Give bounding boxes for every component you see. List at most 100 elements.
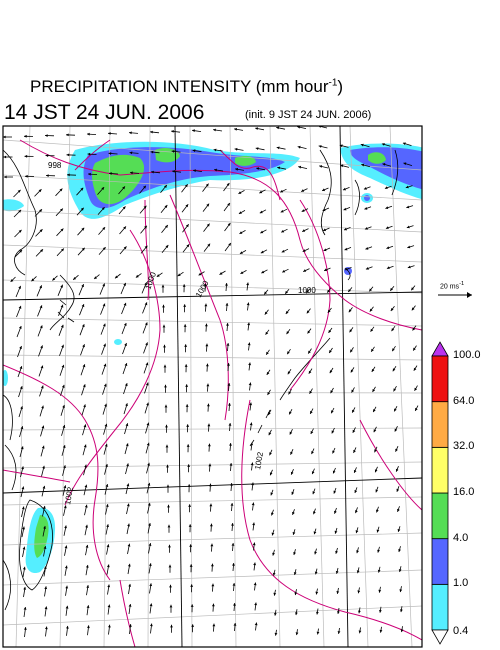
wind-vector-head	[251, 502, 255, 506]
wind-vector-head	[164, 404, 168, 408]
wind-vector-head	[407, 265, 411, 269]
wind-vector-head	[18, 209, 22, 213]
wind-vector-head	[61, 248, 64, 252]
wind-vector-head	[124, 363, 128, 366]
wind-vector-head	[127, 543, 131, 547]
wind-vector-head	[64, 525, 67, 529]
wind-vector-head	[212, 623, 216, 627]
wind-vector-head	[88, 172, 91, 176]
wind-vector-head	[23, 607, 27, 610]
wind-vector-head	[185, 384, 189, 387]
wind-vector-head	[62, 405, 65, 408]
wind-vector-head	[146, 402, 149, 406]
wind-vector-head	[302, 249, 306, 252]
wind-vector-head	[190, 604, 194, 607]
wind-vector-head	[106, 544, 110, 548]
wind-vector-head	[406, 225, 410, 229]
wind-vector-head	[318, 145, 322, 148]
rain-area-green-3	[235, 155, 256, 166]
wind-vector-head	[384, 186, 388, 189]
wind-vector-head	[209, 523, 213, 527]
wind-vector-head	[169, 604, 173, 608]
wind-vector-head	[148, 543, 152, 546]
coastlines	[3, 149, 399, 611]
wind-vector-head	[127, 563, 131, 567]
wind-vector-head	[322, 208, 326, 212]
wind-vector-head	[84, 464, 87, 468]
wind-vector-head	[267, 392, 271, 395]
wind-vector-head	[24, 627, 27, 630]
wind-vector-head	[24, 134, 27, 138]
wind-vector-head	[127, 523, 130, 527]
wind-vector-head	[44, 606, 48, 610]
wind-vector-head	[189, 564, 193, 567]
wind-vector-head	[198, 272, 202, 276]
wind-vector-head	[60, 228, 64, 232]
wind-vector-head	[386, 246, 390, 249]
wind-vector-head	[207, 443, 211, 447]
wind-vector-head	[327, 289, 330, 293]
wind-vector-head	[40, 345, 43, 349]
wind-vector-head	[360, 143, 364, 147]
wind-vector-head	[184, 184, 188, 188]
wind-vector-head	[86, 585, 90, 588]
wind-vector-head	[266, 371, 270, 375]
wind-vector-head	[148, 523, 151, 526]
colorbar-segment	[431, 446, 449, 494]
wind-vector-head	[21, 506, 25, 510]
wind-vector-head	[126, 503, 130, 507]
colorbar-segment	[431, 492, 449, 540]
wind-vector-head	[63, 485, 67, 489]
colorbar-segment	[431, 355, 449, 403]
wind-vector-head	[128, 583, 132, 587]
wind-vector-head	[393, 388, 397, 392]
wind-vector-head	[370, 328, 374, 332]
valid-time: 14 JST 24 JUN. 2006	[4, 101, 205, 124]
wind-vector-head	[313, 511, 316, 515]
wind-vector-head	[343, 187, 346, 191]
wind-vector-head	[85, 524, 88, 528]
wind-vector-head	[165, 245, 169, 248]
wind-vector-head	[247, 342, 251, 346]
wind-vector-head	[146, 442, 150, 446]
colorbar-tick-label: 16.0	[453, 486, 475, 498]
figure-title: PRECIPITATION INTENSITY (mm hour-1)	[30, 77, 344, 96]
wind-vector-head	[135, 274, 139, 278]
wind-vector-head	[109, 172, 112, 175]
wind-vector-head	[234, 127, 237, 131]
wind-vector-head	[20, 446, 24, 450]
wind-vector-head	[363, 187, 367, 190]
wind-vector-head	[83, 424, 87, 428]
wind-vector-head	[402, 142, 406, 146]
wind-vector-head	[308, 350, 311, 354]
wind-vector-head	[81, 324, 85, 328]
wind-vector-head	[295, 632, 299, 636]
wind-vector-head	[83, 444, 87, 448]
wind-vector-head	[187, 464, 191, 467]
wind-vector-head	[145, 362, 149, 366]
wind-vector-head	[265, 331, 269, 335]
wind-vector-head	[372, 389, 376, 392]
rain-area-east-green	[368, 152, 386, 164]
wind-vector-head	[129, 151, 133, 155]
init-time: (init. 9 JST 24 JUN. 2006)	[245, 109, 372, 121]
wind-vector-head	[103, 363, 107, 367]
wind-vector-head	[292, 532, 296, 535]
wind-vector-head	[171, 130, 174, 133]
wind-vector-head	[332, 470, 336, 474]
colorbar	[431, 341, 449, 645]
wind-vector-head	[340, 164, 344, 168]
wind-vector-head	[60, 304, 64, 308]
wind-vector-head	[390, 308, 394, 311]
wind-vector-head	[123, 323, 127, 326]
wind-vector-head	[323, 248, 327, 252]
wind-vector-head	[292, 511, 295, 515]
wind-vector-head	[19, 249, 23, 253]
wind-vector-head	[87, 625, 90, 629]
wind-vector-field	[3, 126, 419, 638]
wind-vector-head	[233, 603, 236, 606]
wind-vector-head	[193, 169, 196, 173]
wind-vector-head	[205, 363, 209, 367]
wind-vector-head	[39, 305, 43, 309]
wind-vector-head	[189, 544, 193, 547]
